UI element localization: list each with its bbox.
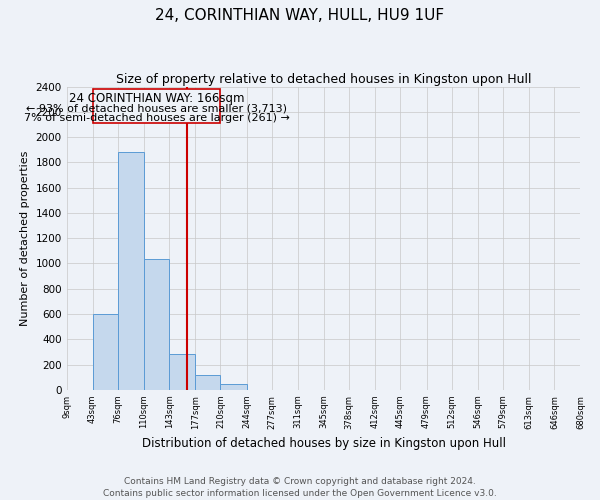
Bar: [144, 259, 169, 390]
Bar: [169, 354, 195, 390]
Text: 24 CORINTHIAN WAY: 166sqm: 24 CORINTHIAN WAY: 166sqm: [69, 92, 244, 104]
Title: Size of property relative to detached houses in Kingston upon Hull: Size of property relative to detached ho…: [116, 72, 531, 86]
Bar: [195, 376, 220, 390]
X-axis label: Distribution of detached houses by size in Kingston upon Hull: Distribution of detached houses by size …: [142, 437, 506, 450]
Bar: [92, 88, 220, 122]
Text: Contains HM Land Registry data © Crown copyright and database right 2024.
Contai: Contains HM Land Registry data © Crown c…: [103, 476, 497, 498]
Bar: [118, 152, 144, 390]
Y-axis label: Number of detached properties: Number of detached properties: [20, 150, 30, 326]
Text: 24, CORINTHIAN WAY, HULL, HU9 1UF: 24, CORINTHIAN WAY, HULL, HU9 1UF: [155, 8, 445, 22]
Text: 7% of semi-detached houses are larger (261) →: 7% of semi-detached houses are larger (2…: [23, 113, 289, 123]
Text: ← 93% of detached houses are smaller (3,713): ← 93% of detached houses are smaller (3,…: [26, 104, 287, 114]
Bar: [92, 314, 118, 390]
Bar: [220, 384, 247, 390]
